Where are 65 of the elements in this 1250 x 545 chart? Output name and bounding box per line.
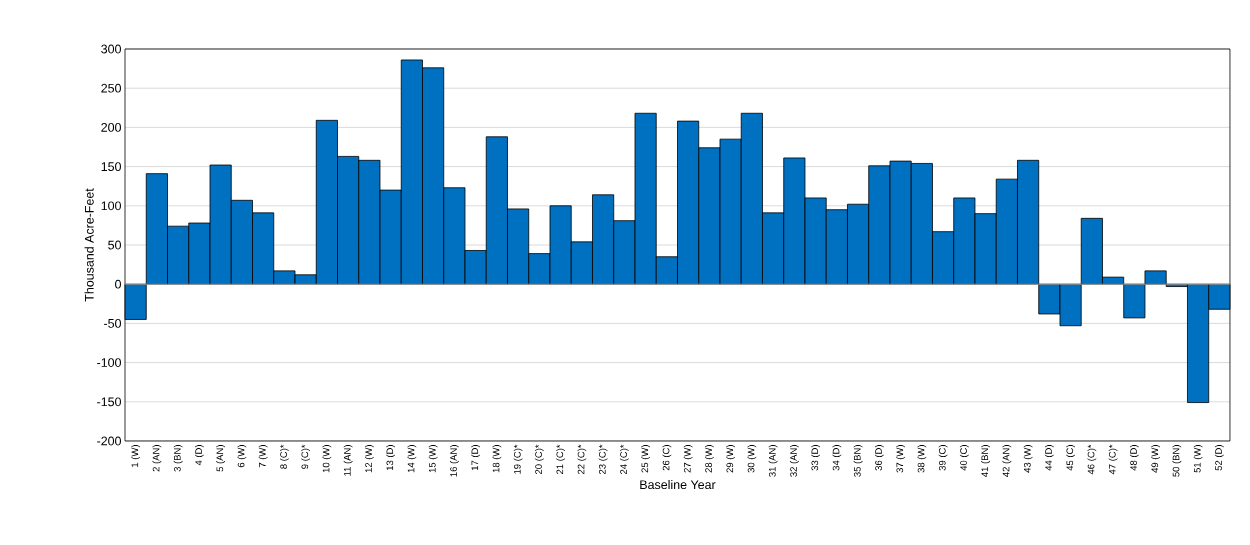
x-tick-label: 44 (D) [1044, 445, 1054, 471]
x-tick-label: 48 (D) [1129, 445, 1139, 471]
x-tick-label: 29 (W) [726, 445, 736, 473]
y-tick-label: -200 [97, 436, 121, 446]
x-tick-label: 11 (AN) [343, 445, 353, 476]
x-tick-label: 7 (W) [258, 445, 268, 468]
y-tick-label: 150 [101, 162, 121, 171]
x-tick-label: 46 (C)* [1087, 444, 1097, 475]
x-tick-label: 50 (BN) [1172, 445, 1182, 477]
x-tick-label: 5 (AN) [216, 445, 226, 472]
y-tick-label: -100 [97, 358, 121, 367]
x-axis-title: Baseline Year [640, 479, 716, 490]
x-tick-label: 17 (D) [471, 445, 481, 471]
x-tick-label: 3 (BN) [173, 445, 183, 472]
x-tick-label: 12 (W) [364, 445, 374, 473]
x-tick-label: 28 (W) [704, 445, 714, 473]
x-tick-label: 23 (C)* [598, 444, 608, 475]
x-tick-label: 14 (W) [407, 445, 417, 473]
x-tick-label: 45 (C) [1066, 445, 1075, 471]
x-tick-label: 32 (AN) [789, 445, 799, 477]
y-tick-label: -150 [97, 397, 121, 407]
x-tick-label: 1 (W) [131, 445, 141, 467]
x-tick-label: 27 (W) [683, 445, 693, 473]
y-axis-title: Thousand Acre-Feet [84, 188, 94, 302]
x-tick-label: 4 (D) [194, 445, 204, 466]
x-tick-label: 40 (C) [959, 445, 969, 471]
x-tick-label: 21 (C)* [556, 444, 566, 475]
x-tick-label: 52 (D) [1214, 445, 1224, 471]
x-tick-label: 49 (W) [1151, 445, 1160, 473]
x-tick-label: 39 (C) [938, 445, 948, 471]
x-tick-label: 30 (W) [747, 445, 757, 473]
x-tick-label: 13 (D) [386, 445, 396, 471]
x-tick-label: 9 (C)* [301, 444, 311, 469]
x-tick-label: 10 (W) [322, 445, 332, 473]
x-tick-label: 35 (BN) [853, 445, 863, 477]
x-tick-label: 31 (AN) [768, 445, 778, 477]
x-tick-label: 38 (W) [917, 445, 927, 473]
x-tick-label: 20 (C)* [534, 444, 544, 475]
x-tick-label: 37 (W) [896, 445, 906, 473]
y-tick-label: 100 [101, 201, 121, 211]
y-tick-label: -50 [104, 318, 121, 328]
x-tick-label: 25 (W) [641, 445, 651, 473]
x-tick-label: 22 (C)* [577, 444, 587, 475]
x-tick-label: 41 (BN) [981, 445, 990, 477]
x-tick-label: 8 (C)* [279, 444, 289, 469]
x-tick-label: 43 (W) [1023, 445, 1033, 473]
x-tick-label: 6 (W) [237, 445, 247, 468]
x-tick-label: 42 (AN) [1002, 445, 1012, 477]
y-tick-label: 0 [115, 279, 121, 289]
x-tick-label: 19 (C)* [513, 444, 523, 474]
x-tick-label: 51 (W) [1193, 445, 1203, 473]
x-tick-label: 47 (C)* [1108, 444, 1118, 475]
x-tick-label: 33 (D) [811, 445, 821, 471]
x-tick-label: 15 (W) [428, 445, 438, 473]
x-tick-label: 18 (W) [492, 445, 502, 473]
x-tick-label: 24 (C)* [619, 444, 629, 475]
x-tick-label: 2 (AN) [152, 445, 162, 472]
x-tick-label: 26 (C) [662, 445, 672, 471]
y-tick-label: 250 [101, 83, 121, 93]
x-tick-label: 34 (D) [832, 445, 842, 471]
y-tick-label: 300 [101, 44, 121, 54]
y-tick-label: 200 [101, 122, 121, 132]
y-tick-label: 50 [108, 240, 121, 250]
x-tick-label: 16 (AN) [449, 445, 459, 477]
x-tick-label: 36 (D) [874, 445, 884, 471]
